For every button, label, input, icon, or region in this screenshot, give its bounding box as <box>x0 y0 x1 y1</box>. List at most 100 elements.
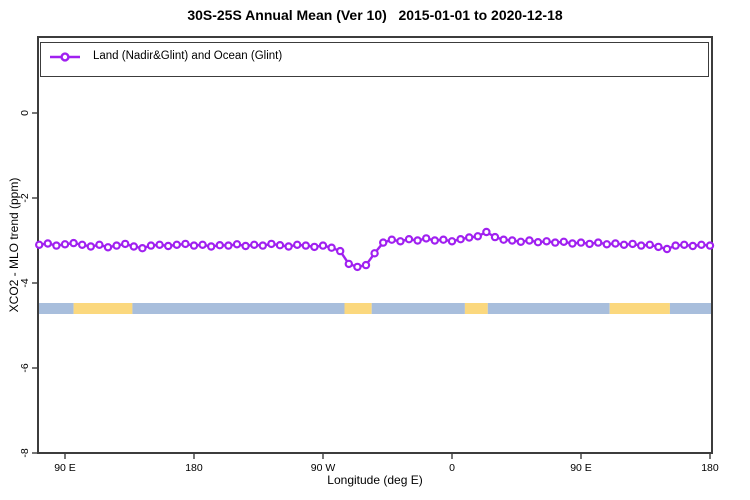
data-point-marker <box>77 240 87 249</box>
data-point-marker <box>551 238 560 247</box>
data-point-marker <box>413 236 422 245</box>
surface-band-ocean <box>669 303 712 314</box>
data-point-marker <box>215 240 224 250</box>
x-axis-title: Longitude (deg E) <box>327 473 423 487</box>
data-point-marker <box>645 240 655 249</box>
data-point-marker <box>120 239 130 249</box>
data-point-marker <box>95 240 104 249</box>
data-point-marker <box>112 241 121 250</box>
data-point-marker <box>680 240 689 249</box>
data-point-marker <box>568 239 577 248</box>
data-point-marker <box>499 235 508 244</box>
data-point-marker <box>181 239 190 249</box>
data-point-marker <box>138 243 147 253</box>
data-point-marker <box>172 240 181 249</box>
data-point-marker <box>189 241 199 250</box>
data-point-marker <box>619 240 629 249</box>
data-point-marker <box>155 240 164 249</box>
legend-line-marker-icon <box>50 52 80 62</box>
surface-band-land <box>344 303 372 314</box>
data-point-marker <box>533 237 543 247</box>
data-point-marker <box>473 232 482 241</box>
data-point-marker <box>52 241 61 250</box>
data-point-marker <box>361 260 371 270</box>
surface-band-ocean <box>132 303 345 314</box>
data-point-marker <box>542 237 551 246</box>
data-point-marker <box>232 240 242 249</box>
data-point-marker <box>336 246 345 256</box>
data-point-marker <box>465 233 474 242</box>
data-point-marker <box>422 234 431 243</box>
data-point-marker <box>318 241 328 250</box>
legend-box: Land (Nadir&Glint) and Ocean (Glint) <box>40 42 709 77</box>
data-point-marker <box>662 244 672 254</box>
data-point-marker <box>602 240 612 249</box>
data-point-marker <box>198 240 207 249</box>
data-point-marker <box>301 241 310 250</box>
data-point-marker <box>43 239 53 248</box>
x-tick-label: 0 <box>449 462 455 474</box>
data-point-marker <box>637 241 646 250</box>
data-point-marker <box>275 240 285 250</box>
data-point-marker <box>379 238 388 247</box>
data-point-marker <box>241 241 250 251</box>
data-point-marker <box>310 242 319 252</box>
data-point-marker <box>258 241 267 250</box>
data-point-marker <box>594 238 603 247</box>
chart-title: 30S-25S Annual Mean (Ver 10) 2015-01-01 … <box>187 7 563 23</box>
data-point-marker <box>206 242 216 251</box>
data-point-marker <box>103 243 113 252</box>
y-tick-label: -6 <box>19 363 31 372</box>
data-point-marker <box>628 239 637 249</box>
data-point-marker <box>69 238 78 248</box>
surface-band-land <box>609 303 670 314</box>
x-tick-label: 90 W <box>311 462 336 474</box>
y-tick-label: -2 <box>19 193 31 202</box>
data-point-marker <box>611 239 620 248</box>
data-point-marker <box>396 237 405 246</box>
data-point-marker <box>370 249 379 258</box>
data-point-marker <box>163 241 173 251</box>
data-point-marker <box>697 240 706 249</box>
data-point-marker <box>456 234 465 244</box>
data-point-marker <box>86 242 96 251</box>
data-point-marker <box>35 240 44 249</box>
data-point-marker <box>293 240 302 249</box>
surface-band-land <box>73 303 133 314</box>
data-point-marker <box>344 259 353 269</box>
data-point-marker <box>60 240 70 249</box>
surface-band-ocean <box>38 303 74 314</box>
x-tick-label: 180 <box>185 462 203 474</box>
surface-band-ocean <box>487 303 610 314</box>
data-point-marker <box>508 236 517 245</box>
data-point-marker <box>284 242 293 251</box>
y-axis-title: XCO2 - MLO trend (ppm) <box>7 177 21 313</box>
data-point-marker <box>525 236 534 245</box>
x-tick-label: 90 E <box>54 462 76 474</box>
legend-label: Land (Nadir&Glint) and Ocean (Glint) <box>93 50 283 62</box>
data-point-marker <box>516 237 526 246</box>
data-point-marker <box>249 240 259 249</box>
x-tick-label: 180 <box>701 462 719 474</box>
data-point-marker <box>387 235 396 244</box>
data-point-marker <box>430 236 439 245</box>
data-point-marker <box>439 235 448 244</box>
data-point-marker <box>576 238 586 247</box>
y-tick-label: -4 <box>19 278 31 287</box>
y-tick-label: -8 <box>19 448 31 457</box>
data-point-marker <box>224 241 233 250</box>
data-point-marker <box>447 237 457 246</box>
surface-band-land <box>464 303 488 314</box>
data-point-marker <box>490 232 500 242</box>
data-point-marker <box>585 239 594 249</box>
data-point-marker <box>559 237 569 246</box>
surface-band-ocean <box>371 303 465 314</box>
data-point-marker <box>353 262 362 272</box>
x-tick-label: 90 E <box>570 462 592 474</box>
data-point-marker <box>404 234 414 244</box>
data-point-marker <box>654 242 663 252</box>
data-point-marker <box>705 241 715 250</box>
y-tick-label: 0 <box>19 110 31 116</box>
